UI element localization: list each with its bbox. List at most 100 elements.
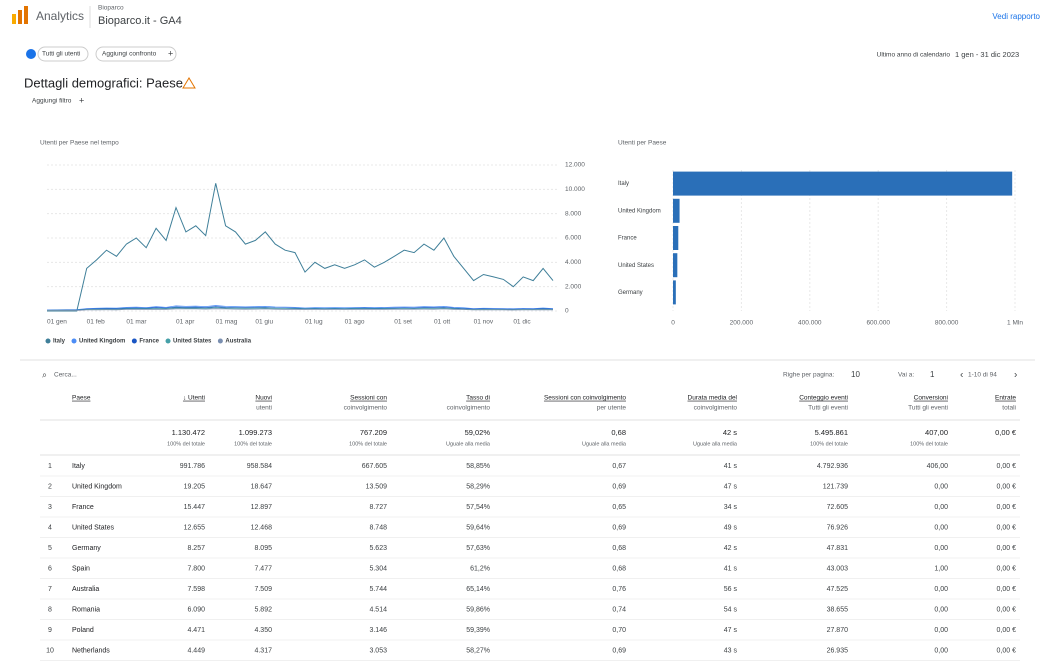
x-tick-label: 01 ott — [434, 319, 450, 326]
cell: 0,00 € — [997, 504, 1017, 511]
segment: Tutti gli utenti — [42, 51, 80, 58]
column-header[interactable]: Sessioni con — [350, 395, 387, 402]
row-index: 1 — [48, 463, 52, 470]
pager-next[interactable]: › — [1014, 370, 1017, 381]
column-header[interactable]: ↓ Utenti — [183, 395, 205, 402]
cell: 5.304 — [369, 565, 387, 572]
cell: 0,00 — [934, 627, 948, 634]
country[interactable]: United Kingdom — [72, 483, 122, 490]
cell: 15.447 — [184, 504, 206, 511]
cell: 0,70 — [612, 627, 626, 634]
country[interactable]: Spain — [72, 565, 90, 572]
legend-label: Australia — [225, 339, 251, 345]
country[interactable]: Germany — [72, 545, 101, 552]
cell: 61,2% — [470, 565, 490, 572]
y-tick-label: France — [618, 236, 637, 242]
total-note: Uguale alla media — [446, 441, 491, 447]
row-index: 10 — [46, 647, 54, 654]
cell: 0,00 — [934, 545, 948, 552]
cell: 38.655 — [827, 606, 849, 613]
legend-dot — [71, 338, 77, 344]
x-tick-label: 01 giu — [255, 319, 273, 326]
cell: 1,00 — [934, 565, 948, 572]
column-header[interactable]: Tasso di — [466, 395, 490, 402]
legend-label: United States — [173, 339, 212, 345]
segment-chip[interactable] — [37, 46, 89, 62]
column-header[interactable]: Conversioni — [914, 395, 948, 402]
cell: 57,63% — [466, 545, 490, 552]
column-header[interactable]: Tutti gli eventi — [808, 405, 848, 412]
total-note: 100% del totale — [167, 441, 205, 447]
cell: 0,00 — [934, 586, 948, 593]
cell: 47 s — [724, 627, 738, 634]
country[interactable]: Poland — [72, 627, 94, 634]
column-header[interactable]: coinvolgimento — [344, 405, 388, 412]
bar — [673, 198, 680, 223]
column-header[interactable]: Tutti gli eventi — [908, 405, 948, 412]
x-tick-label: 01 apr — [176, 319, 195, 326]
cell: 7.509 — [254, 586, 272, 593]
cell: 59,64% — [466, 524, 490, 531]
cell: 4.471 — [187, 627, 205, 634]
cell: 0,74 — [612, 606, 626, 613]
column-header[interactable]: Durata media del — [688, 395, 738, 402]
column-header[interactable]: per utente — [597, 405, 627, 412]
column-header[interactable]: coinvolgimento — [694, 405, 738, 412]
column-header[interactable]: Sessioni con coinvolgimento — [544, 395, 626, 402]
row-index: 8 — [48, 606, 52, 613]
report-link[interactable]: Vedi rapporto — [992, 12, 1040, 21]
cell: 7.800 — [187, 565, 205, 572]
total-value: 0,00 € — [995, 428, 1017, 437]
cell: 7.598 — [187, 586, 205, 593]
pager-prev[interactable]: ‹ — [960, 370, 963, 381]
total-note: 100% del totale — [810, 441, 848, 447]
cell: 72.605 — [827, 504, 849, 511]
x-tick-label: 600.000 — [866, 320, 890, 327]
country[interactable]: United States — [72, 524, 115, 531]
y-tick-label: 8.000 — [565, 210, 582, 217]
cell: 18.647 — [251, 483, 273, 490]
column-header[interactable]: utenti — [256, 405, 272, 412]
total-value: 59,02% — [465, 428, 491, 437]
country[interactable]: Australia — [72, 586, 99, 593]
total-value: 42 s — [723, 428, 737, 437]
cell: 12.655 — [184, 524, 206, 531]
property: Bioparco.it - GA4 — [98, 15, 182, 27]
rows-value[interactable]: 10 — [851, 370, 860, 379]
cell: 0,76 — [612, 586, 626, 593]
total-note: Uguale alla media — [582, 441, 627, 447]
column-header[interactable]: Conteggio eventi — [799, 395, 848, 402]
cell: 47 s — [724, 483, 738, 490]
filter[interactable]: Aggiungi filtro — [32, 98, 72, 105]
cell: 5.744 — [369, 586, 387, 593]
goto-value[interactable]: 1 — [930, 370, 935, 379]
column-header[interactable]: Nuovi — [255, 395, 272, 402]
search[interactable]: Cerca... — [54, 372, 77, 379]
cell: 41 s — [724, 565, 738, 572]
country[interactable]: Romania — [72, 606, 100, 613]
y-tick-label: Italy — [618, 181, 629, 187]
cell: 5.892 — [254, 606, 272, 613]
cell: 58,29% — [466, 483, 490, 490]
country[interactable]: France — [72, 504, 94, 511]
column-header[interactable]: totali — [1002, 405, 1016, 412]
compare-chip[interactable] — [95, 46, 177, 62]
cell: 58,27% — [466, 647, 490, 654]
warning-icon — [182, 77, 196, 89]
cell: 958.584 — [247, 463, 272, 470]
column-header[interactable]: coinvolgimento — [447, 405, 491, 412]
cell: 0,65 — [612, 504, 626, 511]
search-icon: ⌕ — [42, 369, 47, 379]
compare: Aggiungi confronto — [102, 51, 157, 58]
cell: 0,00 € — [997, 586, 1017, 593]
country[interactable]: Italy — [72, 463, 85, 470]
column-header[interactable]: Paese — [72, 395, 91, 402]
bar — [673, 280, 676, 305]
cell: 58,85% — [466, 463, 490, 470]
dates[interactable]: 1 gen - 31 dic 2023 — [955, 50, 1019, 59]
cell: 0,69 — [612, 647, 626, 654]
country[interactable]: Netherlands — [72, 647, 110, 654]
column-header[interactable]: Entrate — [995, 395, 1016, 402]
row-index: 3 — [48, 504, 52, 511]
